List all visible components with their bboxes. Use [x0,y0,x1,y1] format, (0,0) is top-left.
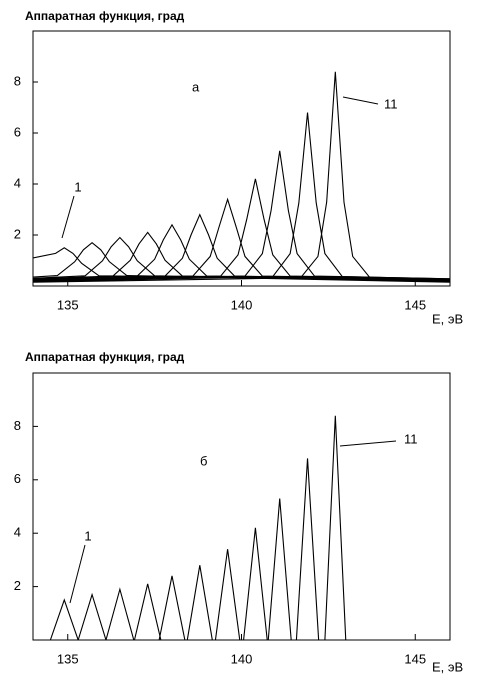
y-tick-label: 8 [14,418,21,433]
plot-frame [32,372,451,641]
data-line [186,565,213,640]
x-axis-label: E, эВ [432,311,463,326]
data-line [33,178,450,282]
annotation-leader [69,544,86,604]
data-line [133,583,162,640]
data-line [243,527,268,640]
y-tick-label: 2 [14,226,21,241]
data-line [77,592,107,640]
plot-area [49,415,347,640]
data-line [33,231,450,282]
data-line [33,112,450,283]
data-line [33,71,450,283]
x-tick-label: 145 [404,297,426,312]
y-tick-label: 8 [14,73,21,88]
data-line [295,458,320,640]
x-tick-label: 140 [231,651,253,666]
plot-area [33,71,450,283]
data-line [105,587,135,640]
annotation-leader [339,440,397,447]
y-tick-label: 4 [14,525,21,540]
data-line [267,498,292,640]
y-tick-label: 4 [14,175,21,190]
data-line [158,575,186,640]
x-tick-label: 145 [404,651,426,666]
y-tick-label: 2 [14,578,21,593]
annotation-leader [342,96,379,105]
panel: Аппаратная функция, град а E, эВ 2 4 6 8 135 140… [14,9,463,326]
x-tick-label: 135 [57,297,79,312]
y-tick-label: 6 [14,124,21,139]
data-line [33,223,450,282]
data-line [49,598,79,640]
y-tick-label: 6 [14,471,21,486]
data-line [33,213,450,281]
annotation: 11 [404,431,418,446]
data-line [33,241,450,283]
data-line [214,549,241,640]
data-line [33,247,450,281]
annotation: 11 [384,96,398,111]
x-axis-label: E, эВ [432,659,463,674]
x-tick-label: 135 [57,651,79,666]
x-tick-label: 140 [231,297,253,312]
panel: Аппаратная функция, град б E, эВ 2 4 6 8 135 140… [14,350,463,674]
panel-label: а [192,79,200,94]
annotation-leader [61,195,75,239]
data-line [33,197,450,281]
y-axis-label: Аппаратная функция, град [25,9,185,23]
data-line [33,150,450,282]
y-axis-label: Аппаратная функция, град [25,350,185,364]
data-line [324,415,347,640]
annotation: 1 [84,528,91,543]
annotation: 1 [74,179,81,194]
panel-label: б [200,453,207,468]
plot-frame [32,30,451,287]
data-line [33,236,450,283]
